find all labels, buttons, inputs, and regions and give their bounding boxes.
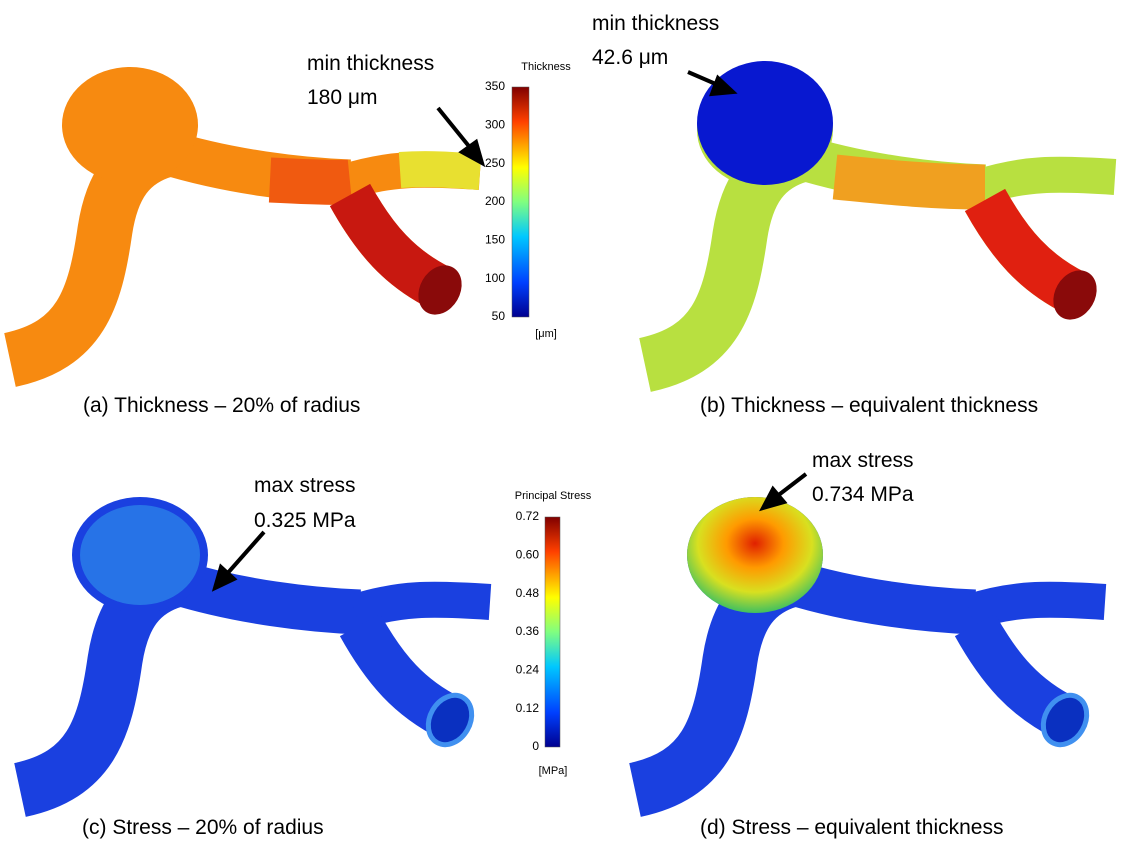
colorbar-tick-label: 0 [532, 739, 539, 753]
colorbar-tick-label: 200 [485, 194, 505, 208]
model-d [635, 497, 1105, 790]
colorbar-title: Principal Stress [515, 490, 592, 502]
caption: (b) Thickness – equivalent thickness [700, 394, 1038, 417]
annotation-value: 0.325 MPa [254, 509, 356, 532]
annotation-label: max stress [254, 474, 356, 497]
annotation-value: 0.734 MPa [812, 483, 914, 506]
arrows [211, 70, 808, 592]
colorbar-tick-label: 0.60 [516, 548, 540, 562]
model-c [20, 497, 490, 790]
colorbar [511, 86, 530, 318]
annotation-label: min thickness [592, 12, 719, 35]
colorbar-unit: [μm] [535, 328, 557, 340]
annotation-label: min thickness [307, 52, 434, 75]
colorbar-tick-label: 0.24 [516, 663, 540, 677]
colorbar-tick-label: 350 [485, 79, 505, 93]
caption: (a) Thickness – 20% of radius [83, 394, 360, 417]
annotation-label: max stress [812, 449, 914, 472]
colorbar-tick-label: 150 [485, 233, 505, 247]
caption: (c) Stress – 20% of radius [82, 816, 324, 839]
colorbar-tick-label: 50 [492, 309, 506, 323]
colorbar [544, 516, 561, 748]
colorbar-tick-label: 100 [485, 271, 505, 285]
colorbar-tick-label: 300 [485, 118, 505, 132]
annotation-value: 42.6 μm [592, 46, 668, 69]
colorbar-title: Thickness [521, 61, 571, 73]
colorbar-tick-label: 250 [485, 156, 505, 170]
colorbar-tick-label: 0.36 [516, 624, 540, 638]
colorbar-tick-label: 0.72 [516, 509, 540, 523]
model-b [645, 61, 1115, 365]
colorbar-unit: [MPa] [539, 765, 568, 777]
annotation-value: 180 μm [307, 86, 377, 109]
colorbar-tick-label: 0.12 [516, 701, 540, 715]
colorbar-tick-label: 0.48 [516, 586, 540, 600]
caption: (d) Stress – equivalent thickness [700, 816, 1003, 839]
model-a [10, 67, 480, 360]
